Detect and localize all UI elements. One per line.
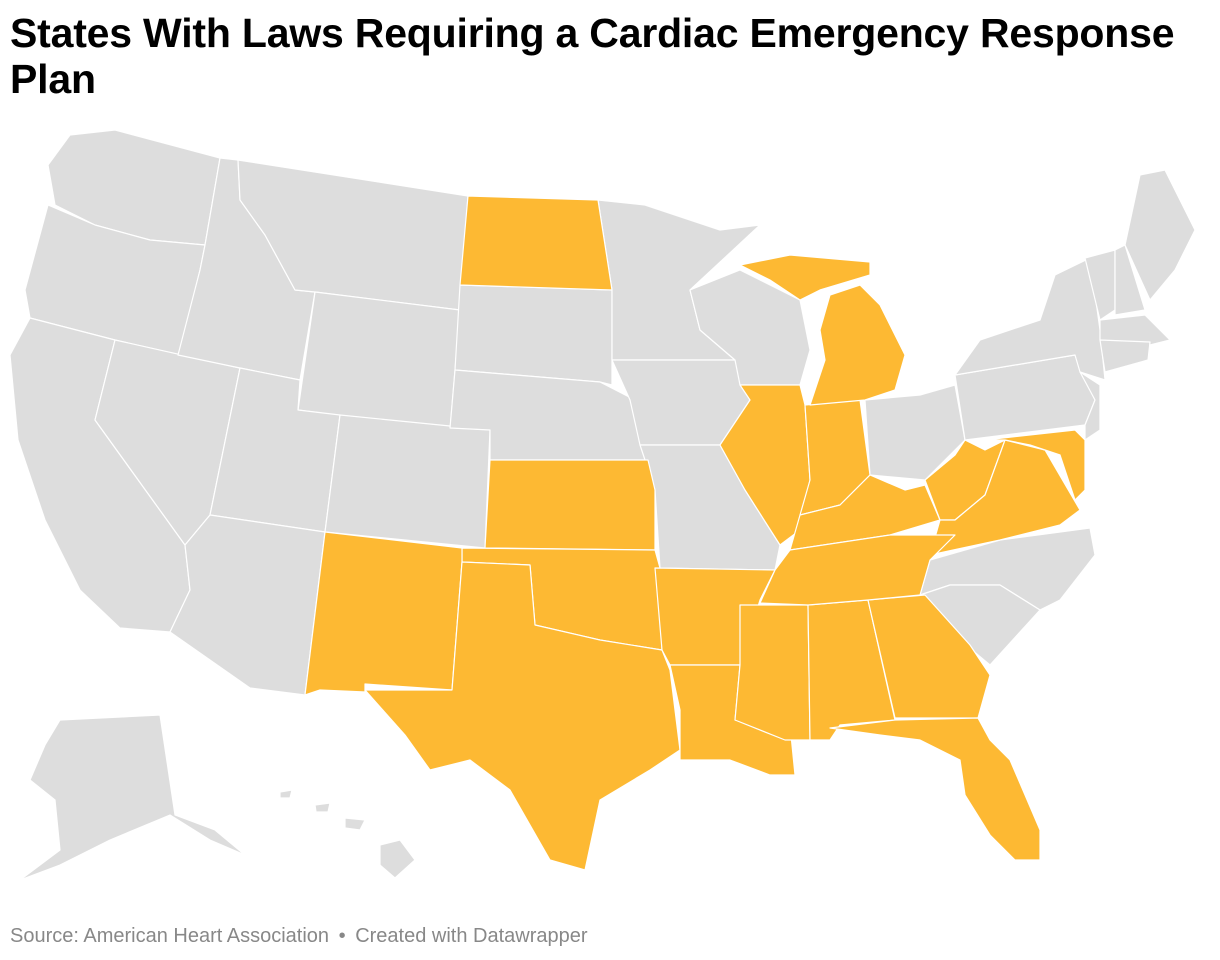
state-wyoming xyxy=(297,291,461,431)
state-south-dakota xyxy=(454,284,613,386)
state-alaska xyxy=(19,714,246,881)
state-kansas xyxy=(484,459,656,551)
states-default xyxy=(9,129,1196,881)
state-maryland-delaware xyxy=(984,429,1086,501)
credit-note: Created with Datawrapper xyxy=(355,925,588,947)
state-texas xyxy=(364,561,681,871)
state-massachusetts xyxy=(1099,314,1171,346)
state-hawaii-3 xyxy=(344,817,366,831)
state-maine xyxy=(1124,169,1196,301)
footer: Source: American Heart Association • Cre… xyxy=(10,925,588,948)
state-hawaii-4 xyxy=(379,839,416,879)
state-michigan-lower xyxy=(809,284,906,406)
state-new-hampshire xyxy=(1114,244,1146,316)
state-mississippi xyxy=(734,604,811,741)
state-new-york xyxy=(954,257,1106,381)
state-hawaii-1 xyxy=(279,789,293,799)
source-note: Source: American Heart Association xyxy=(10,925,330,947)
states-highlighted xyxy=(304,195,1086,871)
state-colorado xyxy=(324,414,491,549)
state-arizona xyxy=(169,514,326,696)
state-connecticut-ri xyxy=(1099,339,1151,373)
state-virginia xyxy=(929,439,1081,556)
state-michigan-upper xyxy=(739,254,871,301)
state-hawaii-2 xyxy=(314,802,331,813)
state-new-mexico xyxy=(304,531,463,696)
state-north-dakota xyxy=(459,195,613,291)
state-tennessee xyxy=(759,534,956,606)
map-title: States With Laws Requiring a Cardiac Eme… xyxy=(10,10,1175,102)
footer-separator: • xyxy=(338,925,346,947)
us-map xyxy=(9,129,1196,881)
state-georgia xyxy=(867,594,991,719)
state-illinois xyxy=(719,384,811,546)
state-florida xyxy=(829,717,1041,861)
